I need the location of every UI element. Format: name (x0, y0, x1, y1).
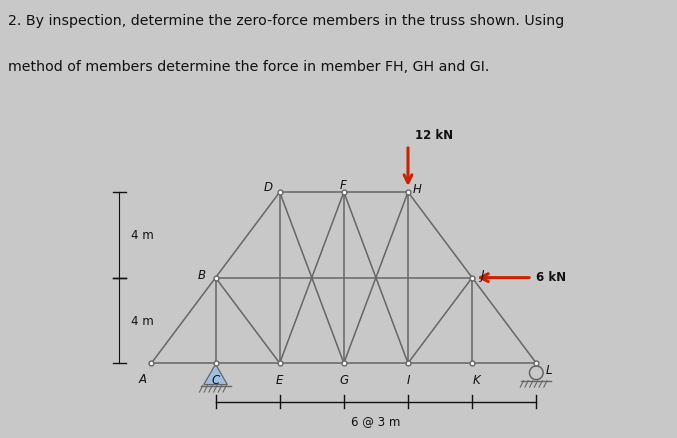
Text: 6 @ 3 m: 6 @ 3 m (351, 414, 401, 427)
Text: C: C (211, 373, 219, 386)
Text: H: H (413, 183, 422, 196)
Text: E: E (276, 373, 284, 386)
Text: 4 m: 4 m (131, 314, 154, 327)
Text: method of members determine the force in member FH, GH and GI.: method of members determine the force in… (8, 60, 489, 74)
Text: D: D (263, 181, 272, 194)
Text: 6 kN: 6 kN (536, 270, 567, 283)
Text: I: I (406, 373, 410, 386)
Text: F: F (339, 179, 346, 192)
Text: L: L (546, 363, 552, 376)
Text: 2. By inspection, determine the zero-force members in the truss shown. Using: 2. By inspection, determine the zero-for… (8, 14, 565, 28)
Text: A: A (139, 372, 147, 385)
Polygon shape (204, 364, 227, 385)
Text: J: J (481, 268, 485, 281)
Text: 12 kN: 12 kN (416, 128, 454, 141)
Text: G: G (339, 373, 349, 386)
Text: 4 m: 4 m (131, 229, 154, 242)
Text: B: B (198, 268, 206, 281)
Text: K: K (473, 373, 480, 386)
